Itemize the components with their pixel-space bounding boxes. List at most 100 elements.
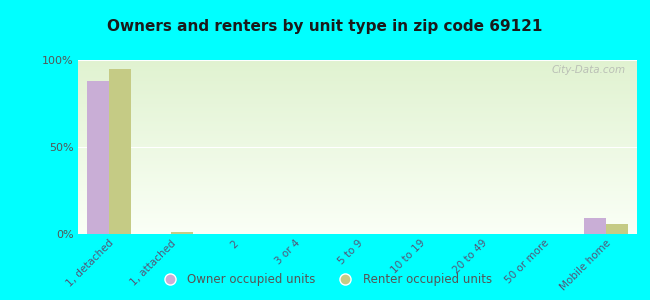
Bar xyxy=(78,67,637,68)
Bar xyxy=(78,79,637,80)
Bar xyxy=(78,209,637,210)
Bar xyxy=(78,132,637,133)
Bar xyxy=(78,110,637,111)
Bar xyxy=(606,224,628,234)
Bar xyxy=(78,218,637,219)
Bar xyxy=(78,169,637,170)
Bar xyxy=(78,154,637,155)
Bar xyxy=(78,204,637,205)
Bar xyxy=(78,187,637,188)
Bar xyxy=(78,130,637,131)
Bar xyxy=(78,232,637,233)
Bar xyxy=(78,189,637,190)
Bar xyxy=(78,222,637,223)
Bar xyxy=(78,83,637,84)
Bar xyxy=(78,196,637,197)
Bar xyxy=(78,211,637,212)
Bar xyxy=(78,182,637,183)
Bar xyxy=(78,162,637,163)
Bar xyxy=(78,156,637,157)
Bar xyxy=(78,63,637,64)
Bar xyxy=(78,202,637,203)
Bar xyxy=(78,116,637,117)
Bar xyxy=(78,68,637,69)
Bar xyxy=(78,207,637,208)
Bar xyxy=(78,201,637,202)
Bar xyxy=(78,230,637,231)
Bar xyxy=(78,82,637,83)
Bar xyxy=(78,108,637,109)
Bar xyxy=(78,142,637,143)
Bar xyxy=(78,117,637,118)
Bar xyxy=(78,190,637,191)
Bar xyxy=(78,173,637,174)
Bar xyxy=(78,185,637,186)
Bar xyxy=(78,128,637,129)
Text: City-Data.com: City-Data.com xyxy=(552,65,626,75)
Bar xyxy=(78,66,637,67)
Bar xyxy=(78,210,637,211)
Bar xyxy=(78,129,637,130)
Bar xyxy=(78,125,637,126)
Bar xyxy=(78,85,637,86)
Bar xyxy=(78,95,637,96)
Bar xyxy=(78,124,637,125)
Bar xyxy=(78,121,637,122)
Bar xyxy=(78,229,637,230)
Bar xyxy=(78,103,637,104)
Bar xyxy=(78,134,637,135)
Bar xyxy=(78,195,637,196)
Bar xyxy=(87,81,109,234)
Bar xyxy=(78,175,637,176)
Bar xyxy=(109,69,131,234)
Bar xyxy=(78,198,637,199)
Bar xyxy=(584,218,606,234)
Bar xyxy=(78,86,637,87)
Bar xyxy=(78,73,637,74)
Bar xyxy=(78,114,637,115)
Bar xyxy=(78,199,637,200)
Bar xyxy=(78,227,637,228)
Bar xyxy=(78,65,637,66)
Bar xyxy=(78,152,637,153)
Bar xyxy=(171,232,193,234)
Bar xyxy=(78,76,637,77)
Bar xyxy=(78,98,637,99)
Bar xyxy=(78,177,637,178)
Bar xyxy=(78,155,637,156)
Bar xyxy=(78,219,637,220)
Bar xyxy=(78,231,637,232)
Bar xyxy=(78,233,637,234)
Bar xyxy=(78,223,637,224)
Bar xyxy=(78,158,637,159)
Bar xyxy=(78,177,637,178)
Bar xyxy=(78,122,637,123)
Bar xyxy=(78,166,637,167)
Bar xyxy=(78,145,637,146)
Bar xyxy=(78,96,637,97)
Bar xyxy=(78,75,637,76)
Bar xyxy=(78,170,637,171)
Bar xyxy=(78,172,637,173)
Bar xyxy=(78,197,637,198)
Bar xyxy=(78,81,637,82)
Bar xyxy=(78,192,637,193)
Bar xyxy=(78,186,637,187)
Bar xyxy=(78,200,637,201)
Bar xyxy=(78,205,637,206)
Bar xyxy=(78,146,637,147)
Bar xyxy=(78,100,637,101)
Bar xyxy=(78,111,637,112)
Bar xyxy=(78,92,637,93)
Bar xyxy=(78,90,637,91)
Bar xyxy=(78,106,637,107)
Bar xyxy=(78,112,637,113)
Bar xyxy=(78,169,637,170)
Bar xyxy=(78,127,637,128)
Bar xyxy=(78,188,637,189)
Text: Owners and renters by unit type in zip code 69121: Owners and renters by unit type in zip c… xyxy=(107,20,543,34)
Bar xyxy=(78,168,637,169)
Bar xyxy=(78,136,637,137)
Bar xyxy=(78,179,637,180)
Bar xyxy=(78,93,637,94)
